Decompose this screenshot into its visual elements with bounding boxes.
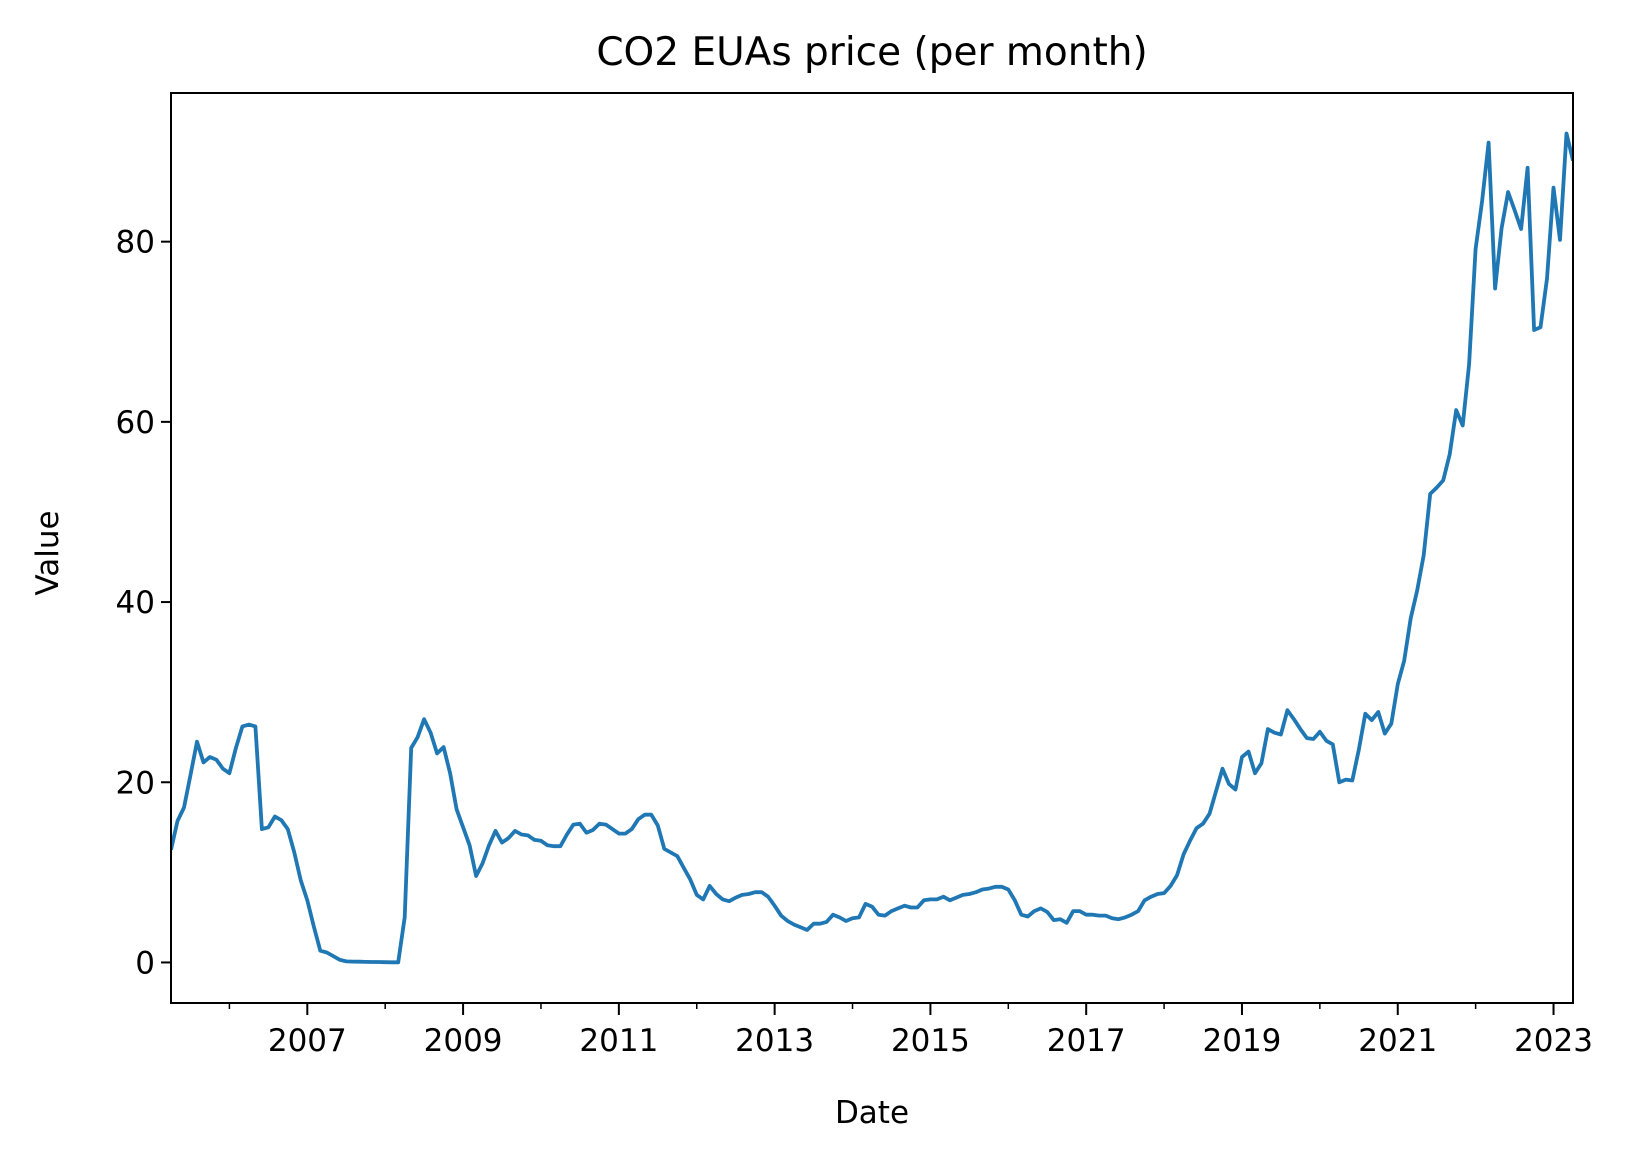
axis-ticks: 0 20 40 60 80 2007 2009 2011 2013 2015 2017 2019 202… [116,225,1593,1059]
series-group [171,131,1573,965]
y-axis-label: Value [30,510,66,595]
y-tick-label: 40 [116,585,155,621]
x-tick-label: 2013 [735,1023,814,1059]
x-axis-label: Date [835,1095,909,1131]
y-tick-label: 20 [116,765,155,801]
x-tick-label: 2021 [1358,1023,1437,1059]
x-tick-label: 2009 [424,1023,503,1059]
x-tick-label: 2007 [268,1023,347,1059]
y-tick-label: 80 [116,225,155,261]
plot-frame [170,92,1574,1004]
chart-title: CO2 EUAs price (per month) [596,30,1147,75]
y-tick-label: 0 [135,945,155,981]
x-tick-label: 2017 [1047,1023,1126,1059]
x-tick-label: 2023 [1514,1023,1593,1059]
y-tick-label: 60 [116,405,155,441]
x-tick-label: 2015 [891,1023,970,1059]
x-tick-label: 2011 [579,1023,658,1059]
x-tick-label: 2019 [1203,1023,1282,1059]
series-line [171,131,1573,965]
